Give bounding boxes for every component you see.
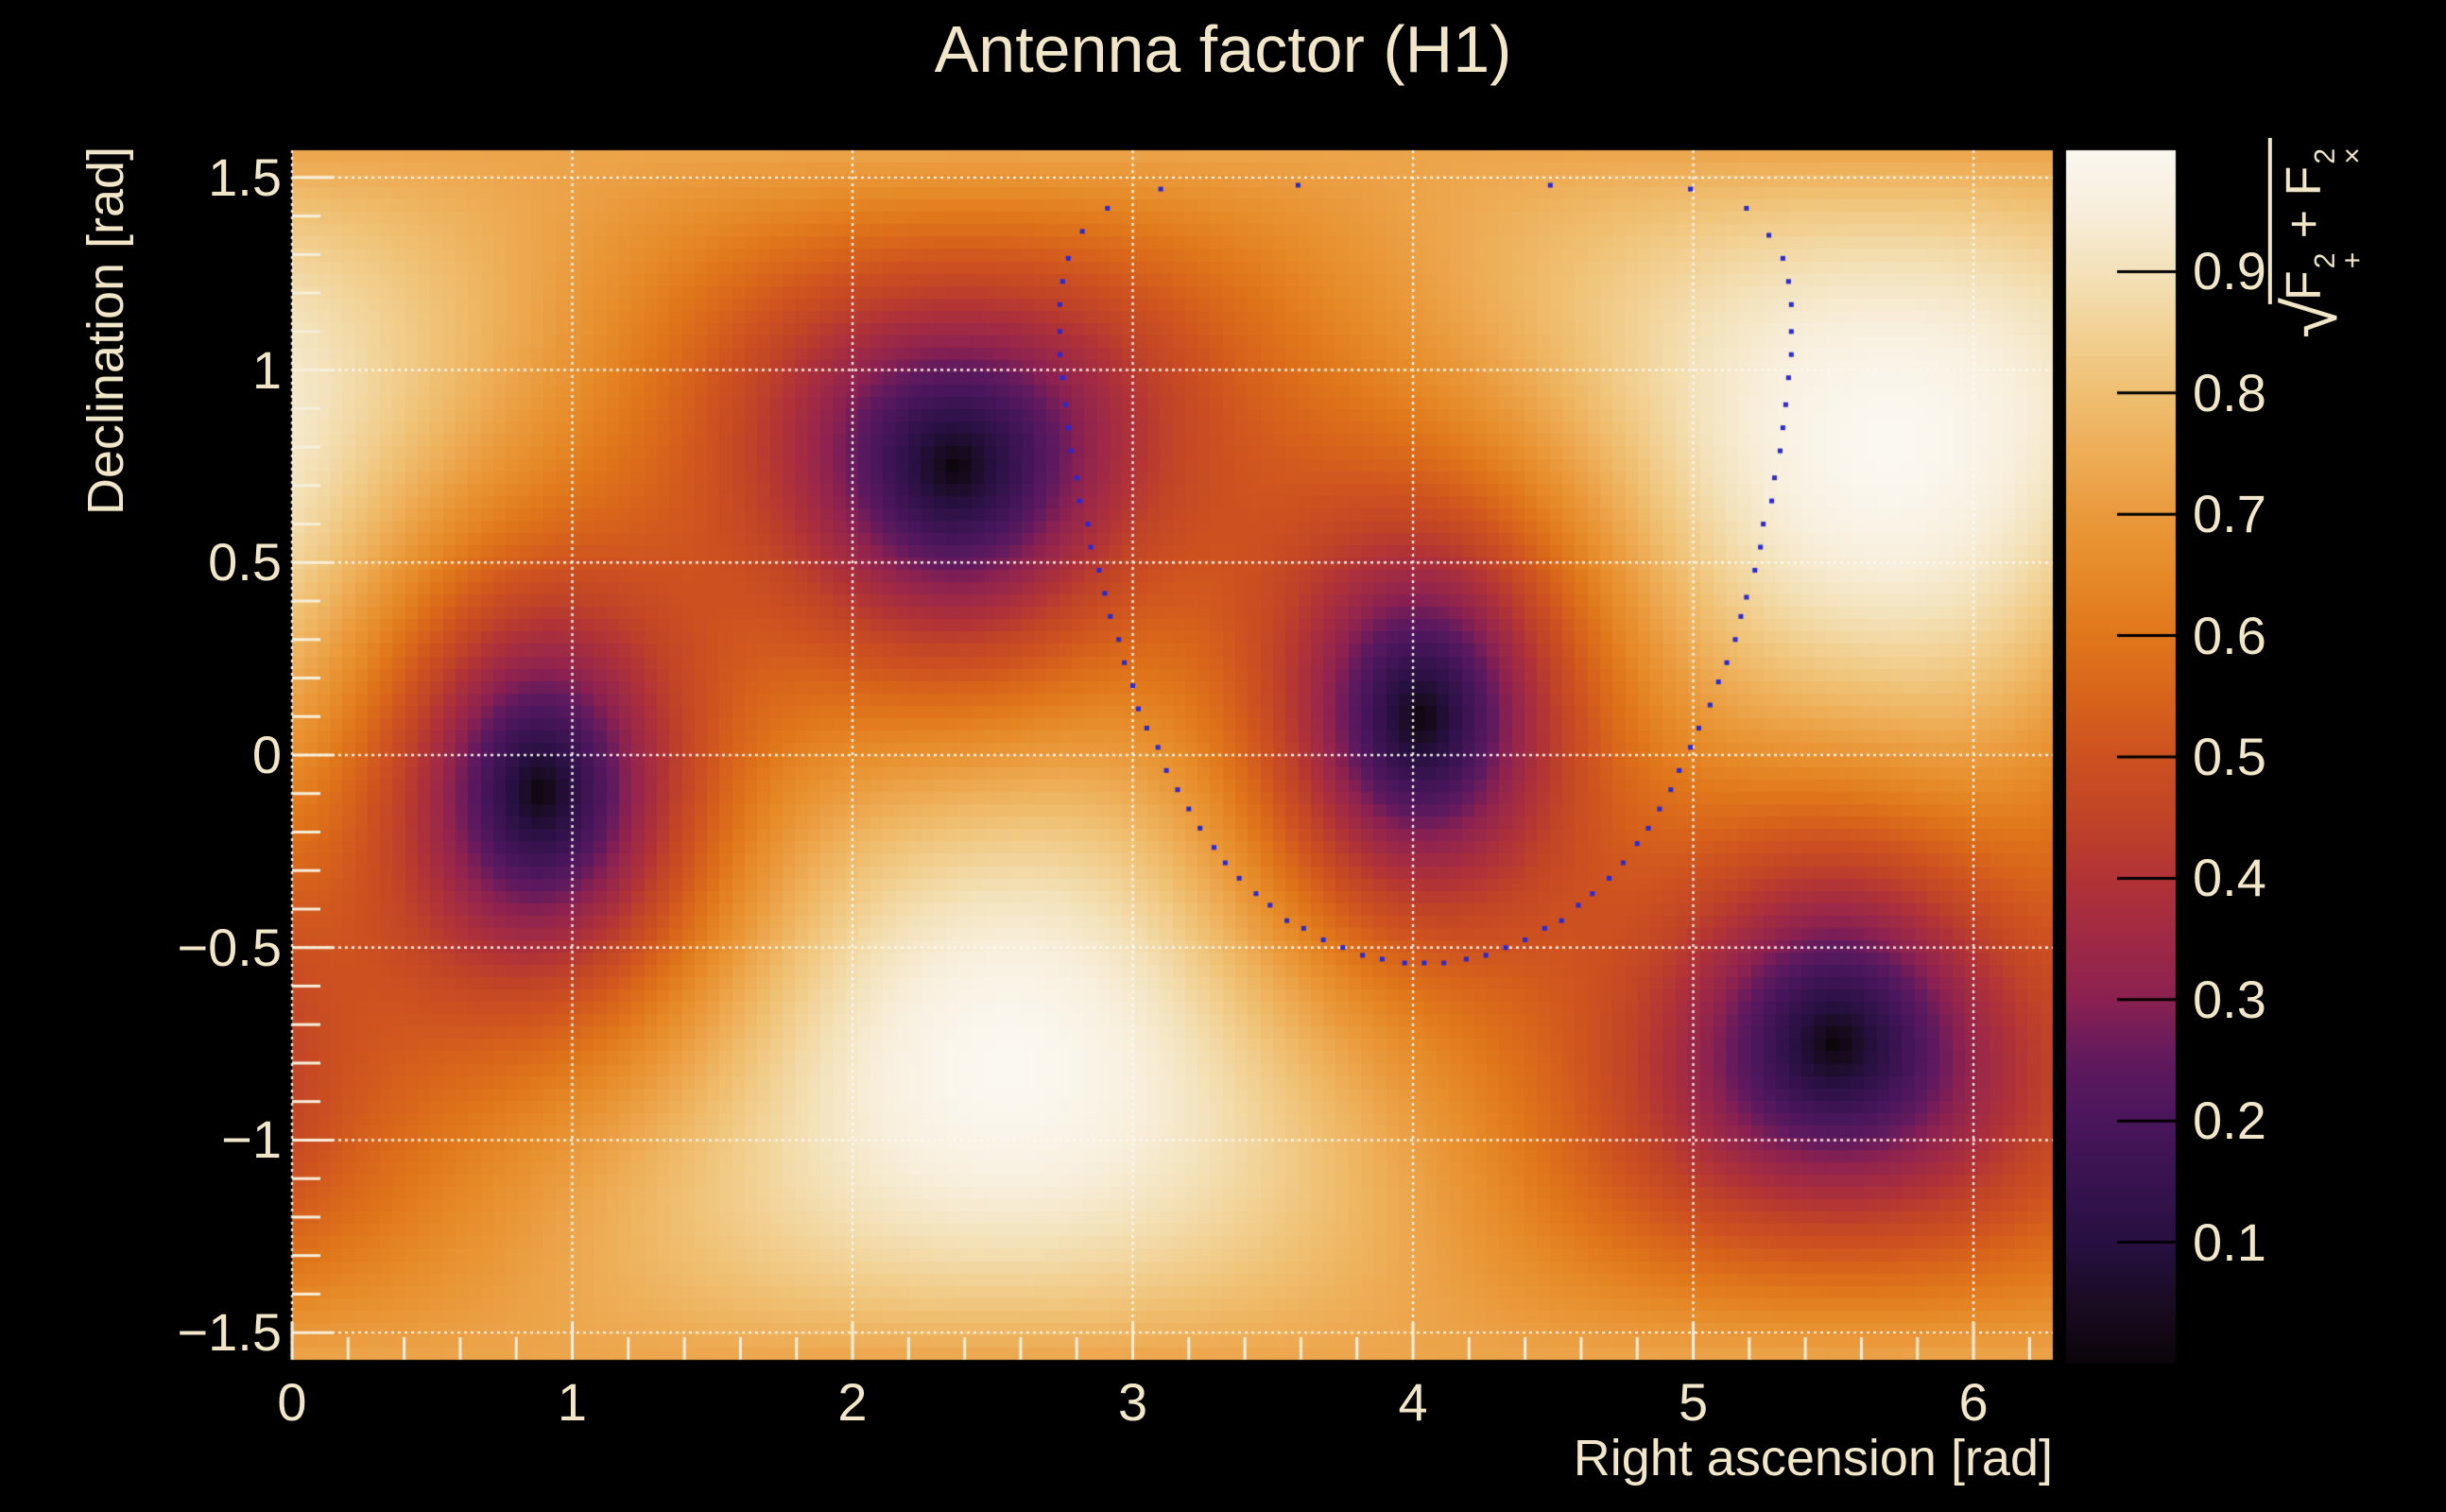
y-tick-label-−1: −1 [221, 1109, 282, 1170]
y-tick-label-0: 0 [251, 725, 282, 784]
colorbar-tick-label-0.2: 0.2 [2193, 1091, 2266, 1151]
y-tick-label-1.5: 1.5 [208, 146, 282, 207]
colorbar-tick-label-0.8: 0.8 [2193, 362, 2266, 422]
f-plus-sub: + [2336, 251, 2368, 269]
x-tick-label-4: 4 [1398, 1372, 1428, 1432]
y-axis-title: Declination [rad] [78, 146, 134, 516]
f-cross-scripts: 2 × [2309, 147, 2368, 164]
f-cross-base: F [2276, 165, 2332, 197]
y-tick-label-0.5: 0.5 [208, 532, 282, 593]
colorbar-tick-label-0.9: 0.9 [2193, 241, 2266, 301]
x-tick-label-6: 6 [1958, 1372, 1989, 1432]
f-plus-base: F [2276, 270, 2332, 301]
x-tick-label-5: 5 [1678, 1372, 1709, 1432]
x-tick-label-0: 0 [277, 1372, 307, 1432]
colorbar-tick-label-0.3: 0.3 [2193, 969, 2266, 1029]
f-cross-sup: 2 [2309, 147, 2341, 164]
colorbar-tick-label-0.5: 0.5 [2193, 727, 2266, 786]
plot-title: Antenna factor (H1) [934, 12, 1512, 86]
colorbar-tick-label-0.6: 0.6 [2193, 605, 2266, 665]
y-tick-label-−1.5: −1.5 [177, 1302, 282, 1363]
x-axis-title: Right ascension [rad] [1573, 1430, 2053, 1486]
y-tick-label-−0.5: −0.5 [177, 917, 282, 977]
colorbar-tick-label-0.7: 0.7 [2193, 484, 2266, 544]
x-tick-label-3: 3 [1117, 1372, 1148, 1432]
sqrt-radicand: F 2 + + F 2 × [2267, 138, 2368, 305]
colorbar-tick-label-0.1: 0.1 [2193, 1211, 2266, 1272]
f-plus-sup: 2 [2309, 252, 2341, 269]
x-tick-label-1: 1 [557, 1372, 588, 1432]
colorbar-tick-label-0.4: 0.4 [2193, 848, 2266, 908]
colorbar-axis-title: √F 2 + + F 2 × [2267, 138, 2368, 338]
x-tick-label-2: 2 [837, 1372, 868, 1432]
f-plus-scripts: 2 + [2309, 251, 2368, 269]
plus-operator: + [2276, 196, 2332, 252]
y-tick-label-1: 1 [251, 339, 282, 400]
f-cross-sub: × [2336, 147, 2368, 164]
